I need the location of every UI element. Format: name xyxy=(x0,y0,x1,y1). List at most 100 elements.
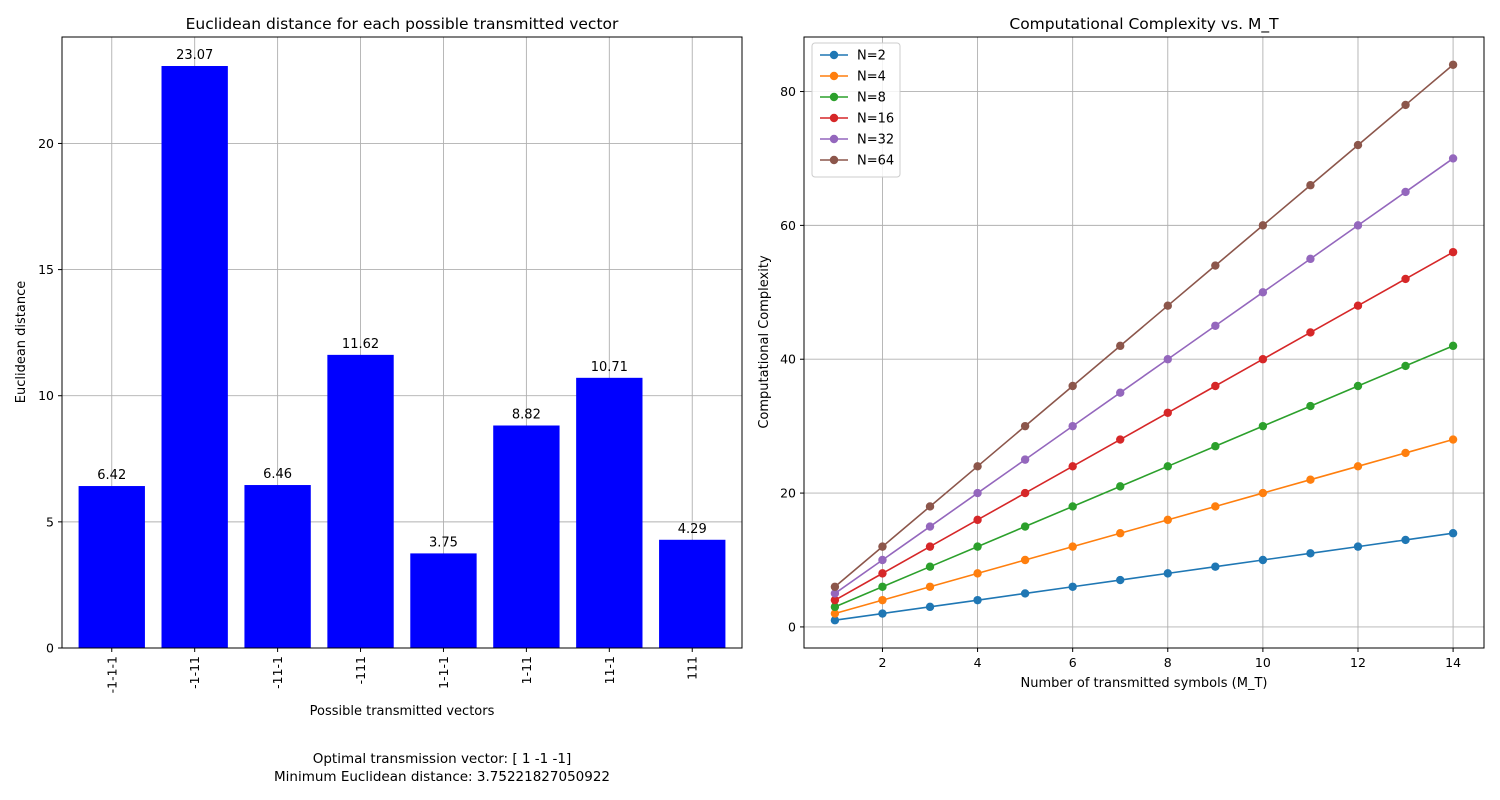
series-point xyxy=(1020,555,1030,565)
series-point xyxy=(973,542,982,551)
bar-xtick-label: -111 xyxy=(353,656,368,684)
series-point xyxy=(1020,455,1030,464)
line-xtick-label: 2 xyxy=(878,655,886,670)
series-point xyxy=(1068,542,1077,551)
series-line xyxy=(834,438,1454,615)
series-point xyxy=(1353,221,1363,230)
series-point xyxy=(1068,462,1077,471)
series-point xyxy=(830,609,840,618)
line-xtick-label: 12 xyxy=(1350,655,1366,670)
series-point xyxy=(1211,562,1220,571)
series-point xyxy=(830,582,840,591)
series-line xyxy=(834,251,1454,601)
series-point xyxy=(1211,381,1220,391)
series-point xyxy=(1163,408,1172,417)
series-point xyxy=(1448,529,1458,538)
bar-xtick-label: -1-1-1 xyxy=(104,656,119,693)
legend-marker xyxy=(829,92,839,102)
series-point xyxy=(1068,502,1077,511)
series-point xyxy=(1258,421,1268,431)
series-point xyxy=(1448,341,1458,351)
bar-chart: Euclidean distance for each possible tra… xyxy=(14,15,743,719)
bar-data-label: 3.75 xyxy=(429,535,458,550)
series-point xyxy=(1306,181,1315,190)
series-point xyxy=(878,569,887,578)
bar xyxy=(410,553,477,648)
series-point xyxy=(1448,154,1458,163)
series-point xyxy=(1116,341,1125,351)
bar-data-label: 8.82 xyxy=(512,407,541,422)
series-point xyxy=(1448,60,1458,69)
series-point xyxy=(878,582,887,591)
legend-label: N=16 xyxy=(857,112,894,127)
series-point xyxy=(925,522,935,531)
bar-chart-xlabel: Possible transmitted vectors xyxy=(310,704,495,719)
bar xyxy=(659,539,726,648)
series-point xyxy=(1353,462,1363,471)
series-point xyxy=(1163,515,1172,525)
line-chart-series xyxy=(830,60,1458,625)
line-chart-xlabel: Number of transmitted symbols (M_T) xyxy=(1021,676,1268,691)
legend-marker xyxy=(829,50,839,60)
bar-xtick-label: 111 xyxy=(685,656,700,680)
series-point xyxy=(1163,462,1172,471)
series-point xyxy=(1401,187,1410,197)
line-xtick-label: 10 xyxy=(1255,655,1271,670)
line-xtick-label: 4 xyxy=(974,655,982,670)
bar-ytick-label: 20 xyxy=(38,136,54,151)
series-point xyxy=(1211,321,1220,330)
line-chart: Computational Complexity vs. M_T 0 20 40 60… xyxy=(757,15,1485,691)
series-n-2 xyxy=(830,529,1458,625)
bar-ytick-label: 0 xyxy=(46,641,54,656)
series-point xyxy=(1068,381,1077,391)
bar-chart-title: Euclidean distance for each possible tra… xyxy=(186,15,619,33)
series-line xyxy=(834,345,1454,608)
legend-label: N=4 xyxy=(857,70,886,85)
series-point xyxy=(1401,100,1410,110)
series-line xyxy=(834,64,1454,588)
series-point xyxy=(1211,261,1220,270)
series-point xyxy=(1353,381,1363,391)
series-point xyxy=(1258,555,1268,565)
series-point xyxy=(830,595,840,605)
line-chart-ticks: 0 20 40 60 80 2 4 6 8 10 12 14 xyxy=(780,84,1461,670)
series-point xyxy=(925,542,935,551)
bar-data-label: 11.62 xyxy=(342,337,379,352)
series-point xyxy=(1258,221,1268,230)
series-point xyxy=(1116,388,1125,397)
series-point xyxy=(925,602,935,612)
line-chart-axes-frame xyxy=(803,36,1485,649)
bar-ytick-label: 5 xyxy=(46,514,54,529)
bar-xtick-label: 1-1-1 xyxy=(436,656,451,689)
series-line xyxy=(834,157,1454,595)
series-point xyxy=(973,569,982,578)
series-point xyxy=(878,609,887,618)
line-xtick-label: 14 xyxy=(1445,655,1461,670)
series-point xyxy=(1353,301,1363,310)
series-point xyxy=(925,562,935,571)
bar-ytick-label: 15 xyxy=(38,262,54,277)
line-ytick-label: 40 xyxy=(780,352,796,367)
series-point xyxy=(1401,535,1410,545)
series-point xyxy=(1448,435,1458,444)
line-chart-title: Computational Complexity vs. M_T xyxy=(1009,15,1279,34)
series-point xyxy=(1211,502,1220,511)
series-point xyxy=(1211,442,1220,451)
series-point xyxy=(973,595,982,605)
bar xyxy=(576,377,643,648)
series-n-16 xyxy=(830,247,1458,605)
legend-label: N=8 xyxy=(857,91,886,106)
bar-xtick-label: 1-11 xyxy=(519,656,534,684)
bar-xtick-label: -11-1 xyxy=(270,656,285,689)
line-ytick-label: 80 xyxy=(780,84,796,99)
series-point xyxy=(830,602,840,612)
series-n-32 xyxy=(830,154,1458,598)
series-point xyxy=(830,589,840,598)
series-point xyxy=(1306,549,1315,558)
series-point xyxy=(1401,274,1410,284)
legend-label: N=32 xyxy=(857,133,894,148)
series-point xyxy=(1020,421,1030,431)
bar-data-label: 6.46 xyxy=(263,467,292,482)
series-point xyxy=(1306,254,1315,264)
